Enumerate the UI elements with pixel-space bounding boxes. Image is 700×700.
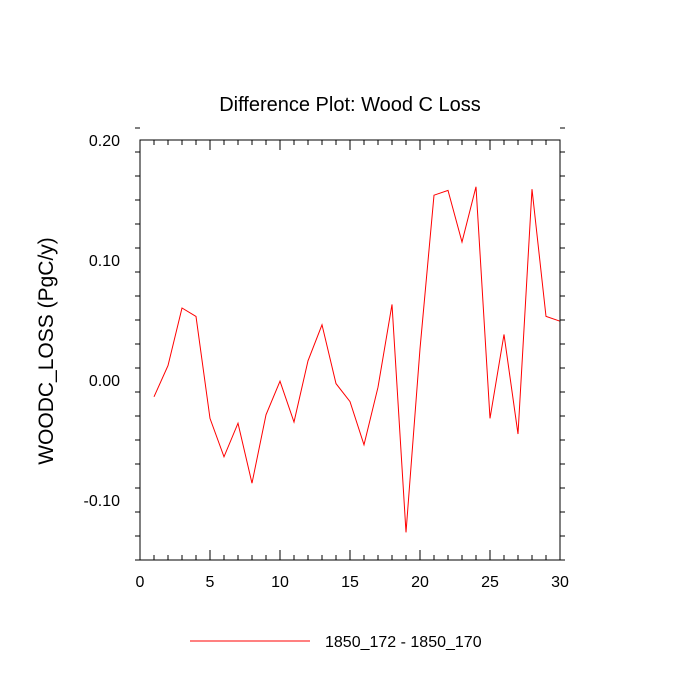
y-tick-label: 0.10	[89, 253, 120, 270]
x-tick-label: 20	[411, 574, 429, 591]
plot-frame	[139, 139, 561, 561]
series-layer	[153, 186, 561, 533]
y-tick-label: 0.20	[89, 133, 120, 150]
legend: 1850_172 - 1850_170	[190, 634, 482, 651]
x-tick-label: 5	[206, 574, 215, 591]
y-axis-label: WOODC_LOSS (PgC/y)	[35, 237, 58, 465]
y-tick-label: 0.00	[89, 373, 120, 390]
y-tick-label: -0.10	[84, 493, 121, 510]
x-tick-label: 30	[551, 574, 569, 591]
legend-label: 1850_172 - 1850_170	[325, 634, 482, 651]
x-axis: 0 5 10 15 20 25 30	[136, 140, 569, 591]
y-axis: -0.10 0.00 0.10 0.20	[84, 127, 565, 561]
x-tick-label: 25	[481, 574, 499, 591]
x-tick-label: 0	[136, 574, 145, 591]
x-tick-label: 15	[341, 574, 359, 591]
series-line	[153, 186, 561, 533]
x-tick-label: 10	[271, 574, 289, 591]
chart-title: Difference Plot: Wood C Loss	[219, 94, 481, 116]
